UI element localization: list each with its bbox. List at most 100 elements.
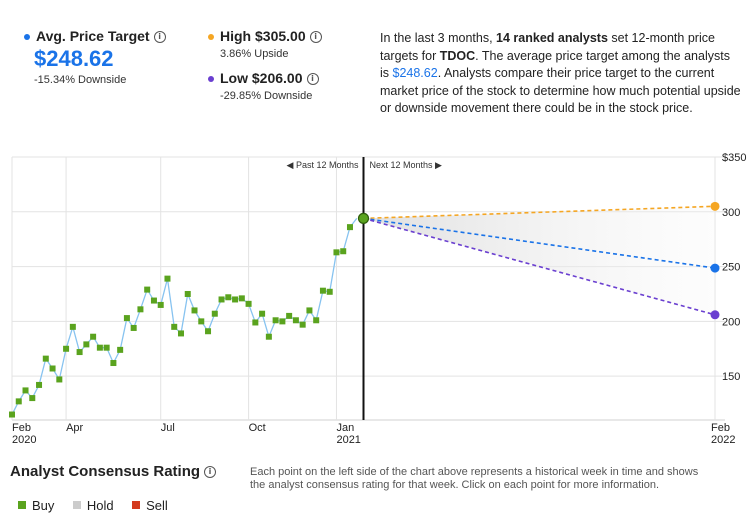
avg-price-target-label-row: Avg. Price Target i (24, 28, 166, 44)
price-target-projections (357, 201, 720, 320)
consensus-markers (9, 224, 353, 418)
high-dot (208, 34, 214, 41)
consensus-point (299, 321, 306, 328)
consensus-point (144, 286, 151, 293)
consensus-point (42, 355, 49, 362)
desc-avg-price: $248.62 (392, 66, 438, 80)
chart-grid (11, 156, 725, 421)
y-tick-label: 200 (722, 316, 740, 328)
consensus-point (279, 318, 286, 325)
price-target-description: In the last 3 months, 14 ranked analysts… (380, 30, 742, 118)
info-icon[interactable]: i (204, 466, 217, 479)
consensus-point (22, 387, 29, 394)
consensus-point (238, 295, 245, 302)
legend-buy-swatch (18, 501, 26, 509)
low-target-line (363, 217, 716, 316)
consensus-point (319, 287, 326, 294)
info-icon[interactable]: i (153, 31, 166, 44)
consensus-point (130, 324, 137, 331)
avg-price-target: Avg. Price Target i $248.62 -15.34% Downs… (24, 28, 166, 86)
low-label: Low $206.00 (220, 70, 303, 86)
consensus-point (252, 319, 259, 326)
y-axis: $350 300 250 200 150 (722, 152, 746, 383)
consensus-point (184, 290, 191, 297)
next-12-months-label: Next 12 Months ▶ (370, 160, 443, 170)
desc-part-1: In the last 3 months, (380, 31, 497, 45)
desc-ticker: TDOC (439, 48, 476, 63)
consensus-point (265, 333, 272, 340)
consensus-point (232, 296, 239, 303)
legend-buy: Buy (18, 498, 54, 513)
consensus-legend: Buy Hold Sell (18, 496, 182, 514)
x-tick-label: Apr (66, 422, 83, 434)
legend-sell-label: Sell (146, 497, 168, 513)
consensus-point (326, 288, 333, 295)
avg-price-target-label: Avg. Price Target (36, 28, 150, 44)
average-target-line (363, 217, 716, 269)
legend-sell-swatch (132, 501, 141, 509)
consensus-point (69, 323, 76, 330)
info-icon[interactable]: i (309, 31, 322, 44)
legend-buy-label: Buy (32, 497, 55, 513)
consensus-point (117, 346, 124, 353)
avg-dot (24, 34, 30, 41)
avg-price-value: $248.62 (34, 46, 114, 71)
consensus-point (110, 360, 117, 367)
consensus-point (177, 330, 184, 337)
consensus-point (9, 411, 15, 418)
x-tick-label: Feb (12, 422, 31, 434)
consensus-point (123, 315, 130, 322)
price-line (11, 217, 358, 415)
y-tick-label: 300 (722, 207, 740, 219)
x-tick-label: Feb (711, 422, 730, 434)
low-target-point (710, 310, 720, 320)
high-target-line (363, 205, 716, 220)
consensus-point (340, 248, 347, 255)
consensus-point (90, 333, 97, 340)
consensus-point (137, 306, 144, 313)
consensus-point (218, 296, 225, 303)
average-target-point (710, 263, 720, 273)
x-tick-year-label: 2021 (336, 434, 360, 446)
past-12-months-label: ◀ Past 12 Months (287, 160, 359, 170)
consensus-point (150, 297, 157, 304)
consensus-point (29, 395, 36, 402)
x-tick-label: Oct (249, 422, 266, 434)
y-tick-label: 150 (722, 371, 740, 383)
period-labels: ◀ Past 12 Months Next 12 Months ▶ (287, 160, 443, 170)
consensus-point (96, 344, 103, 351)
consensus-point (83, 341, 90, 348)
consensus-title-row: Analyst Consensus Rating i (10, 463, 217, 480)
info-icon[interactable]: i (306, 73, 319, 86)
consensus-point (333, 249, 340, 256)
desc-analyst-count: 14 ranked analysts (496, 31, 608, 45)
consensus-title: Analyst Consensus Rating (10, 463, 201, 480)
consensus-point (15, 398, 22, 405)
consensus-point (76, 349, 83, 356)
x-tick-year-label: 2020 (12, 434, 36, 446)
legend-hold-label: Hold (86, 497, 114, 513)
consensus-point (56, 376, 63, 383)
consensus-point (191, 307, 198, 314)
consensus-point (306, 307, 313, 314)
high-price-target: High $305.00 i 3.86% Upside (208, 28, 322, 60)
legend-hold: Hold (72, 497, 114, 513)
consensus-point (245, 300, 252, 307)
consensus-point (171, 323, 178, 330)
low-price-target: Low $206.00 i -29.85% Downside (208, 70, 319, 102)
x-tick-label: Jan (336, 422, 354, 434)
desc-part-3: . The average price target among the ana… (380, 48, 730, 81)
low-downside: -29.85% Downside (220, 90, 313, 102)
price-series-line (11, 217, 358, 415)
consensus-point (225, 294, 232, 301)
low-label-row: Low $206.00 i (208, 70, 319, 86)
desc-part-4: . Analysts compare their price target to… (380, 66, 741, 115)
consensus-note: Each point on the left side of the chart… (250, 466, 699, 491)
y-tick-label: $350 (722, 152, 746, 164)
consensus-point (63, 345, 70, 352)
y-tick-label: 250 (722, 262, 740, 274)
legend-sell: Sell (132, 498, 168, 513)
high-upside: 3.86% Upside (220, 48, 289, 60)
